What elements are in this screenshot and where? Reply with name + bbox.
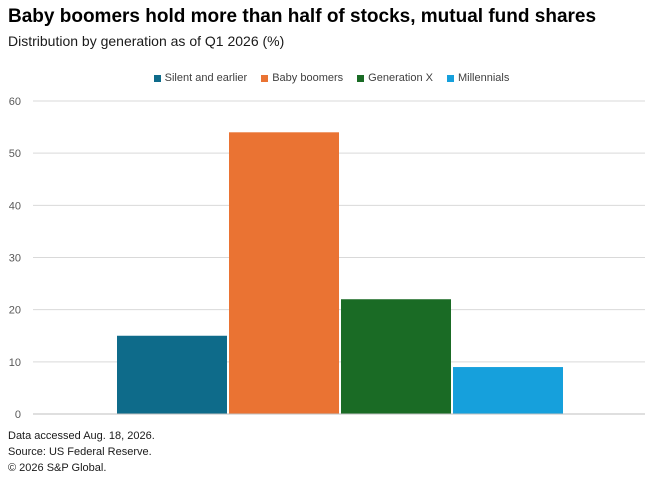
legend-item-boomers: Baby boomers bbox=[261, 72, 343, 84]
y-tick-label: 20 bbox=[9, 305, 21, 317]
y-tick-label: 10 bbox=[9, 357, 21, 369]
y-tick-label: 40 bbox=[9, 200, 21, 212]
legend-swatch-silent bbox=[153, 74, 161, 82]
chart-title: Baby boomers hold more than half of stoc… bbox=[8, 6, 597, 27]
legend-item-silent: Silent and earlier bbox=[153, 72, 248, 84]
legend-swatch-boomers bbox=[261, 74, 269, 82]
footer-source: Source: US Federal Reserve. bbox=[8, 446, 152, 458]
footer-date: Data accessed Aug. 18, 2026. bbox=[8, 430, 155, 442]
y-tick-label: 60 bbox=[9, 96, 21, 108]
legend-item-genx: Generation X bbox=[357, 72, 433, 84]
bar-baby-boomers bbox=[229, 132, 339, 415]
bars bbox=[117, 132, 563, 415]
legend-swatch-genx bbox=[357, 74, 365, 82]
legend-label-genx: Generation X bbox=[368, 72, 433, 84]
footer-copyright: © 2026 S&P Global. bbox=[8, 462, 107, 474]
y-tick-label: 50 bbox=[9, 148, 21, 160]
bar-silent-and-earlier bbox=[117, 335, 227, 414]
y-tick-label: 0 bbox=[15, 409, 21, 421]
legend-label-silent: Silent and earlier bbox=[164, 72, 248, 84]
legend-label-millennials: Millennials bbox=[457, 72, 510, 84]
legend-label-boomers: Baby boomers bbox=[272, 72, 344, 84]
bar-millennials bbox=[453, 367, 563, 414]
legend-swatch-millennials bbox=[446, 74, 454, 82]
y-axis-ticks: 0 10 20 30 40 50 60 bbox=[9, 96, 21, 421]
chart-footer: Data accessed Aug. 18, 2026. Source: US … bbox=[8, 428, 155, 476]
legend-item-millennials: Millennials bbox=[446, 72, 510, 84]
chart-subtitle: Distribution by generation as of Q1 2026… bbox=[8, 33, 285, 49]
chart-legend: Silent and earlier Baby boomers Generati… bbox=[0, 72, 663, 84]
bar-generation-x bbox=[341, 299, 451, 414]
y-tick-label: 30 bbox=[9, 253, 21, 265]
